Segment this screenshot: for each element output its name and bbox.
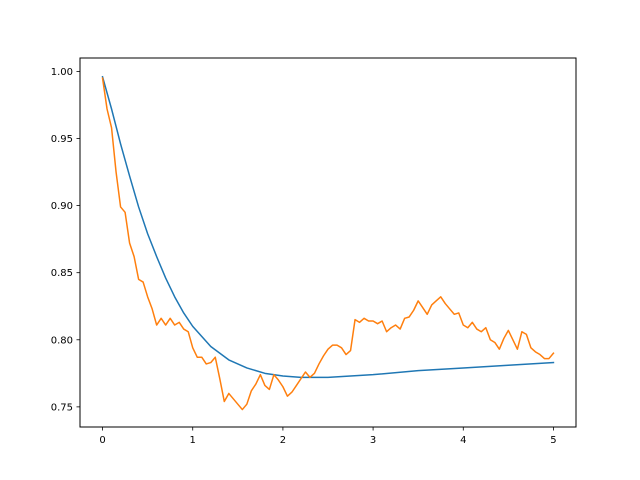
x-tick-label: 0	[99, 435, 105, 446]
y-tick-label: 0.85	[51, 268, 73, 279]
y-tick-label: 0.90	[51, 201, 73, 212]
axes-frame	[79, 57, 577, 428]
y-tick-label: 1.00	[51, 67, 73, 78]
series-line-1	[101, 75, 555, 379]
series-layer	[101, 75, 555, 411]
x-tick-label: 1	[190, 435, 196, 446]
y-tick-label: 0.80	[51, 335, 73, 346]
y-tick-label: 0.95	[51, 134, 73, 145]
x-tick-label: 5	[550, 435, 556, 446]
x-tick-label: 2	[280, 435, 286, 446]
x-tick-label: 4	[460, 435, 466, 446]
series-line-2	[101, 77, 555, 411]
plot-area	[79, 57, 577, 428]
x-tick-label: 3	[370, 435, 376, 446]
x-axis: 0 1 2 3 4 5	[99, 427, 557, 446]
y-tick-label: 0.75	[51, 402, 73, 413]
y-axis: 0.75 0.80 0.85 0.90 0.95 1.00	[51, 67, 80, 413]
